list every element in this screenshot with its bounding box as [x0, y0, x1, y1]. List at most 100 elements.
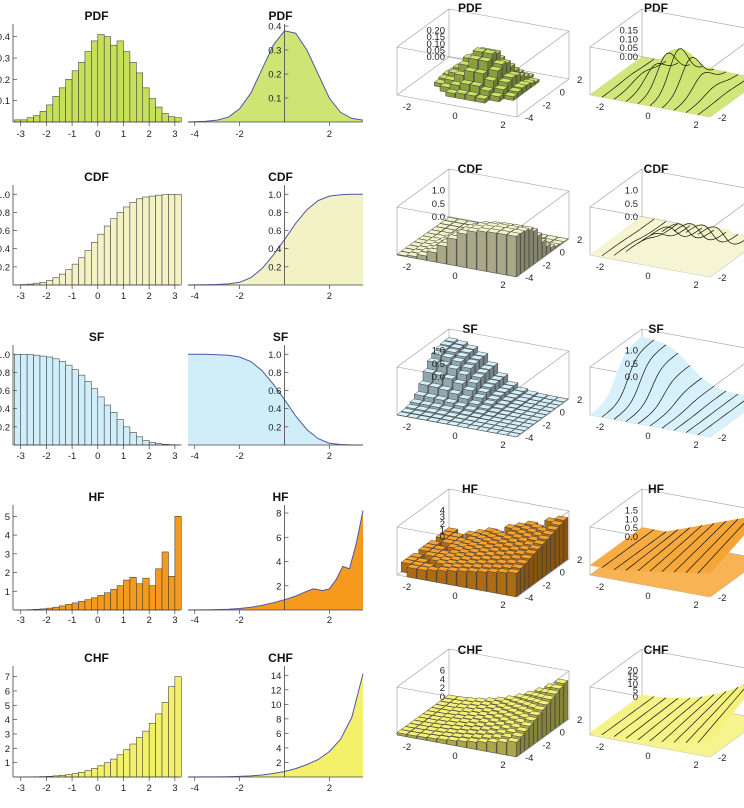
- bar3d-side: [528, 722, 534, 748]
- bar3d-top: [436, 360, 452, 366]
- bar: [91, 768, 99, 778]
- x-tick-label: -2: [403, 262, 411, 273]
- bar3d-top: [456, 370, 472, 376]
- bar3d-side: [524, 560, 530, 591]
- bar: [65, 364, 73, 446]
- bar3d-top: [445, 347, 460, 353]
- bar3d-top: [489, 416, 504, 422]
- x-tick-label: -2: [235, 615, 243, 626]
- bar3d-top: [499, 384, 515, 390]
- z-tick-label: 0.10: [620, 34, 639, 45]
- bar: [174, 676, 182, 778]
- bar3d-top: [508, 412, 523, 418]
- bar3d-top: [413, 391, 429, 397]
- bar3d-top: [419, 721, 434, 727]
- bar3d-front: [496, 740, 507, 756]
- bar3d-top: [549, 400, 565, 406]
- bar: [71, 369, 79, 446]
- bar3d-top: [528, 416, 543, 422]
- x-tick-label: 0: [645, 111, 650, 122]
- bar3d-top: [523, 549, 539, 555]
- bar3d-top: [479, 86, 494, 92]
- bar: [123, 206, 131, 286]
- box-edge: [516, 78, 570, 118]
- box-edge: [589, 8, 643, 48]
- box-edge: [589, 328, 643, 368]
- bar3d-top: [449, 532, 465, 538]
- bar: [46, 356, 54, 446]
- bar3d-top: [491, 391, 506, 397]
- bar3d-top: [435, 409, 450, 415]
- bar3d-top: [536, 700, 552, 706]
- bar3d-top: [432, 370, 447, 376]
- bar3d-top: [415, 557, 430, 563]
- bar3d-top: [519, 422, 534, 428]
- x-tick-label: -2: [235, 451, 243, 462]
- bar3d-top: [535, 401, 550, 407]
- z-tick-label: 0.0: [432, 372, 445, 383]
- bar: [97, 396, 105, 446]
- contour-line: [613, 60, 667, 100]
- contour-line: [661, 56, 715, 109]
- bar: [148, 442, 156, 446]
- bar3d-side: [533, 717, 538, 745]
- y-tick-label: 1.0: [268, 190, 281, 201]
- bar3d-top: [511, 399, 526, 406]
- z-tick-label: 20: [627, 666, 638, 677]
- bar: [110, 412, 118, 446]
- chart-title: CDF: [644, 162, 669, 176]
- bar: [78, 771, 86, 778]
- x-tick-label: 2: [500, 760, 505, 771]
- bar3d-top: [512, 409, 527, 415]
- bar3d-top: [451, 357, 466, 363]
- bar3d-top: [513, 417, 529, 423]
- bar3d-side: [520, 733, 525, 755]
- bar3d-top: [479, 364, 495, 370]
- bar3d-side: [537, 712, 543, 742]
- contour-line: [685, 518, 739, 573]
- y-tick-label: -2: [542, 100, 550, 111]
- box-edge: [641, 648, 744, 669]
- bar3d-top: [422, 710, 437, 716]
- bar3d-top: [541, 406, 556, 412]
- bar3d-front: [506, 571, 517, 598]
- bar3d-side: [528, 555, 534, 588]
- contour-line: [601, 218, 655, 257]
- bar: [123, 749, 131, 778]
- contour-line: [613, 344, 667, 420]
- x-tick-label: 0: [645, 271, 650, 282]
- bar: [155, 194, 163, 286]
- y-tick-label: 6: [276, 533, 281, 544]
- contour-line: [625, 529, 679, 571]
- chart-title: HF: [648, 482, 664, 496]
- bar3d-side: [541, 541, 547, 579]
- bar3d-top: [544, 395, 559, 401]
- x-tick-label: 1: [121, 615, 126, 626]
- x-tick-label: 2: [327, 451, 332, 462]
- contour-line: [661, 523, 715, 572]
- bar3d-front: [466, 230, 477, 270]
- y-tick-label: 0.3: [0, 54, 10, 65]
- bar3d-top: [549, 520, 565, 526]
- bar3d-side: [524, 228, 530, 271]
- x-tick-label: 2: [147, 615, 152, 626]
- bar: [58, 87, 66, 123]
- bar3d-top: [465, 416, 480, 422]
- bar3d-top: [545, 525, 560, 531]
- bar3d-top: [485, 420, 500, 426]
- bar3d-top: [539, 398, 555, 404]
- x-tick-label: 2: [693, 440, 698, 451]
- y-tick-label: 2: [5, 568, 10, 579]
- bar3d-top: [445, 411, 460, 418]
- bar3d-top: [419, 400, 434, 406]
- x-tick-label: 2: [327, 615, 332, 626]
- x-tick-label: 2: [693, 120, 698, 131]
- bar3d-top: [469, 81, 484, 87]
- bar3d-top: [496, 229, 511, 235]
- bar3d-top: [531, 404, 546, 410]
- x-tick-label: 2: [327, 291, 332, 302]
- bar3d-top: [456, 422, 471, 428]
- bar3d-top: [406, 564, 421, 570]
